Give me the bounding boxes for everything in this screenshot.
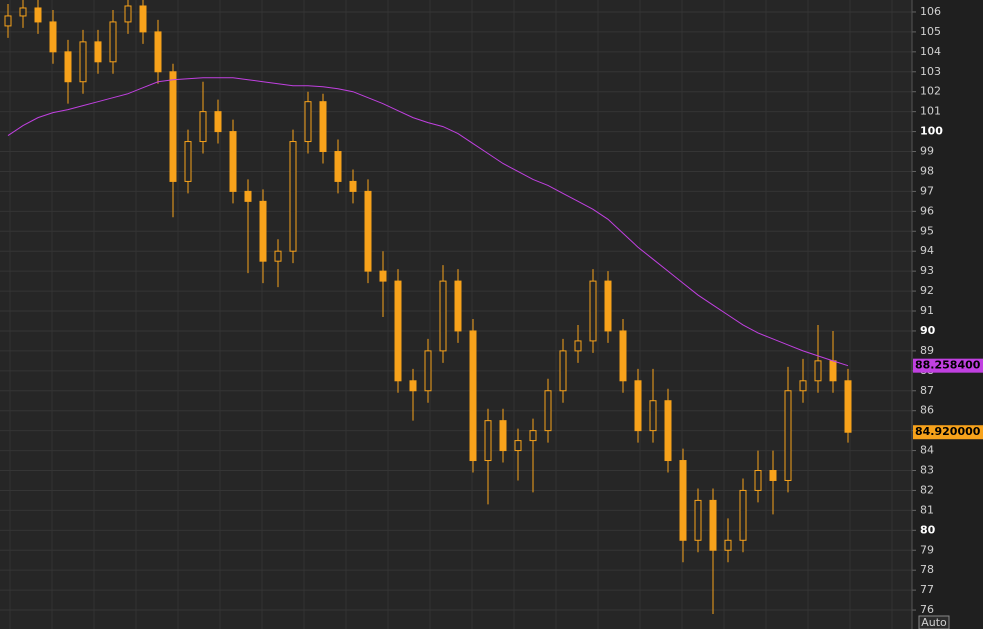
candle-body: [109, 21, 117, 63]
y-tick-label: 91: [920, 304, 934, 317]
y-tick-label: 97: [920, 184, 934, 197]
candle-body: [544, 390, 552, 432]
candle-body: [244, 190, 252, 202]
moving-average-line: [7, 77, 849, 367]
candle-body: [4, 15, 12, 27]
candle-body: [694, 499, 702, 541]
candle-body: [499, 420, 507, 452]
candle-body: [304, 101, 312, 143]
candle-body: [364, 190, 372, 272]
candle-body: [529, 430, 537, 442]
candle-body: [229, 131, 237, 192]
candle-body: [559, 350, 567, 392]
candle-body: [64, 51, 72, 83]
candle-body: [169, 71, 177, 182]
candle-body: [739, 489, 747, 541]
y-tick-label: 80: [920, 523, 936, 536]
y-tick-label: 90: [920, 324, 936, 337]
candle-body: [619, 330, 627, 382]
y-tick-label: 94: [920, 244, 934, 257]
y-tick-label: 89: [920, 344, 934, 357]
candle-body: [199, 111, 207, 143]
y-tick-label: 99: [920, 145, 934, 158]
candle-body: [649, 400, 657, 432]
candle-body: [319, 101, 327, 153]
scale-mode-label[interactable]: Auto: [921, 616, 947, 629]
scale-mode-button[interactable]: [918, 615, 950, 629]
candle-body: [784, 390, 792, 481]
candle-body: [19, 7, 27, 17]
y-tick-label: 79: [920, 543, 934, 556]
y-tick-label: 77: [920, 583, 934, 596]
axis-panel: [912, 0, 983, 629]
candle-body: [259, 200, 267, 262]
candle-body: [469, 330, 477, 462]
candle-body: [409, 380, 417, 392]
y-tick-label: 81: [920, 503, 934, 516]
candle-body: [124, 5, 132, 23]
marks: [4, 0, 852, 615]
candle-body: [754, 470, 762, 491]
candle-body: [799, 380, 807, 392]
candle-body: [814, 360, 822, 382]
y-tick-label: 96: [920, 204, 934, 217]
close-last-label: 84.920000: [915, 425, 981, 438]
candle-body: [634, 380, 642, 432]
y-tick-label: 83: [920, 464, 934, 477]
y-tick-label: 95: [920, 224, 934, 237]
y-tick-label: 87: [920, 384, 934, 397]
ma-last-label-badge: [913, 358, 983, 373]
candle-body: [484, 420, 492, 462]
y-tick-label: 103: [920, 65, 941, 78]
y-axis: 7677787980818283848586878889909192939495…: [912, 5, 983, 616]
candle-body: [94, 41, 102, 63]
y-tick-label: 82: [920, 483, 934, 496]
candle-body: [34, 7, 42, 23]
candle-body: [214, 111, 222, 133]
candle-body: [49, 21, 57, 53]
candle-body: [274, 250, 282, 262]
candle-body: [514, 440, 522, 452]
y-tick-label: 98: [920, 164, 934, 177]
ma-last-label: 88.258400: [915, 359, 981, 372]
candle-body: [574, 340, 582, 352]
candle-body: [709, 499, 717, 551]
candle-body: [604, 280, 612, 332]
y-tick-label: 76: [920, 603, 934, 616]
y-tick-label: 84: [920, 444, 934, 457]
candle-body: [139, 5, 147, 33]
candle-body: [289, 141, 297, 252]
candle-body: [379, 270, 387, 282]
candle-body: [679, 460, 687, 541]
candle-body: [424, 350, 432, 392]
candle-body: [334, 151, 342, 182]
candle-body: [664, 400, 672, 462]
y-tick-label: 92: [920, 284, 934, 297]
candle-body: [349, 180, 357, 192]
candle-body: [154, 31, 162, 73]
candle-body: [769, 470, 777, 481]
close-last-label-badge: [913, 425, 983, 440]
y-tick-label: 104: [920, 45, 941, 58]
candle-body: [394, 280, 402, 382]
y-tick-label: 106: [920, 5, 941, 18]
candle-body: [79, 41, 87, 83]
y-tick-label: 102: [920, 85, 941, 98]
candle-body: [589, 280, 597, 342]
candle-body: [829, 360, 837, 382]
candle-body: [844, 380, 852, 433]
candle-body: [724, 539, 732, 551]
y-tick-label: 105: [920, 25, 941, 38]
candle-body: [184, 141, 192, 182]
y-tick-label: 93: [920, 264, 934, 277]
candle-body: [439, 280, 447, 352]
y-tick-label: 78: [920, 563, 934, 576]
y-tick-label: 100: [920, 125, 943, 138]
candle-body: [454, 280, 462, 332]
y-tick-label: 86: [920, 404, 934, 417]
y-tick-label: 101: [920, 105, 941, 118]
